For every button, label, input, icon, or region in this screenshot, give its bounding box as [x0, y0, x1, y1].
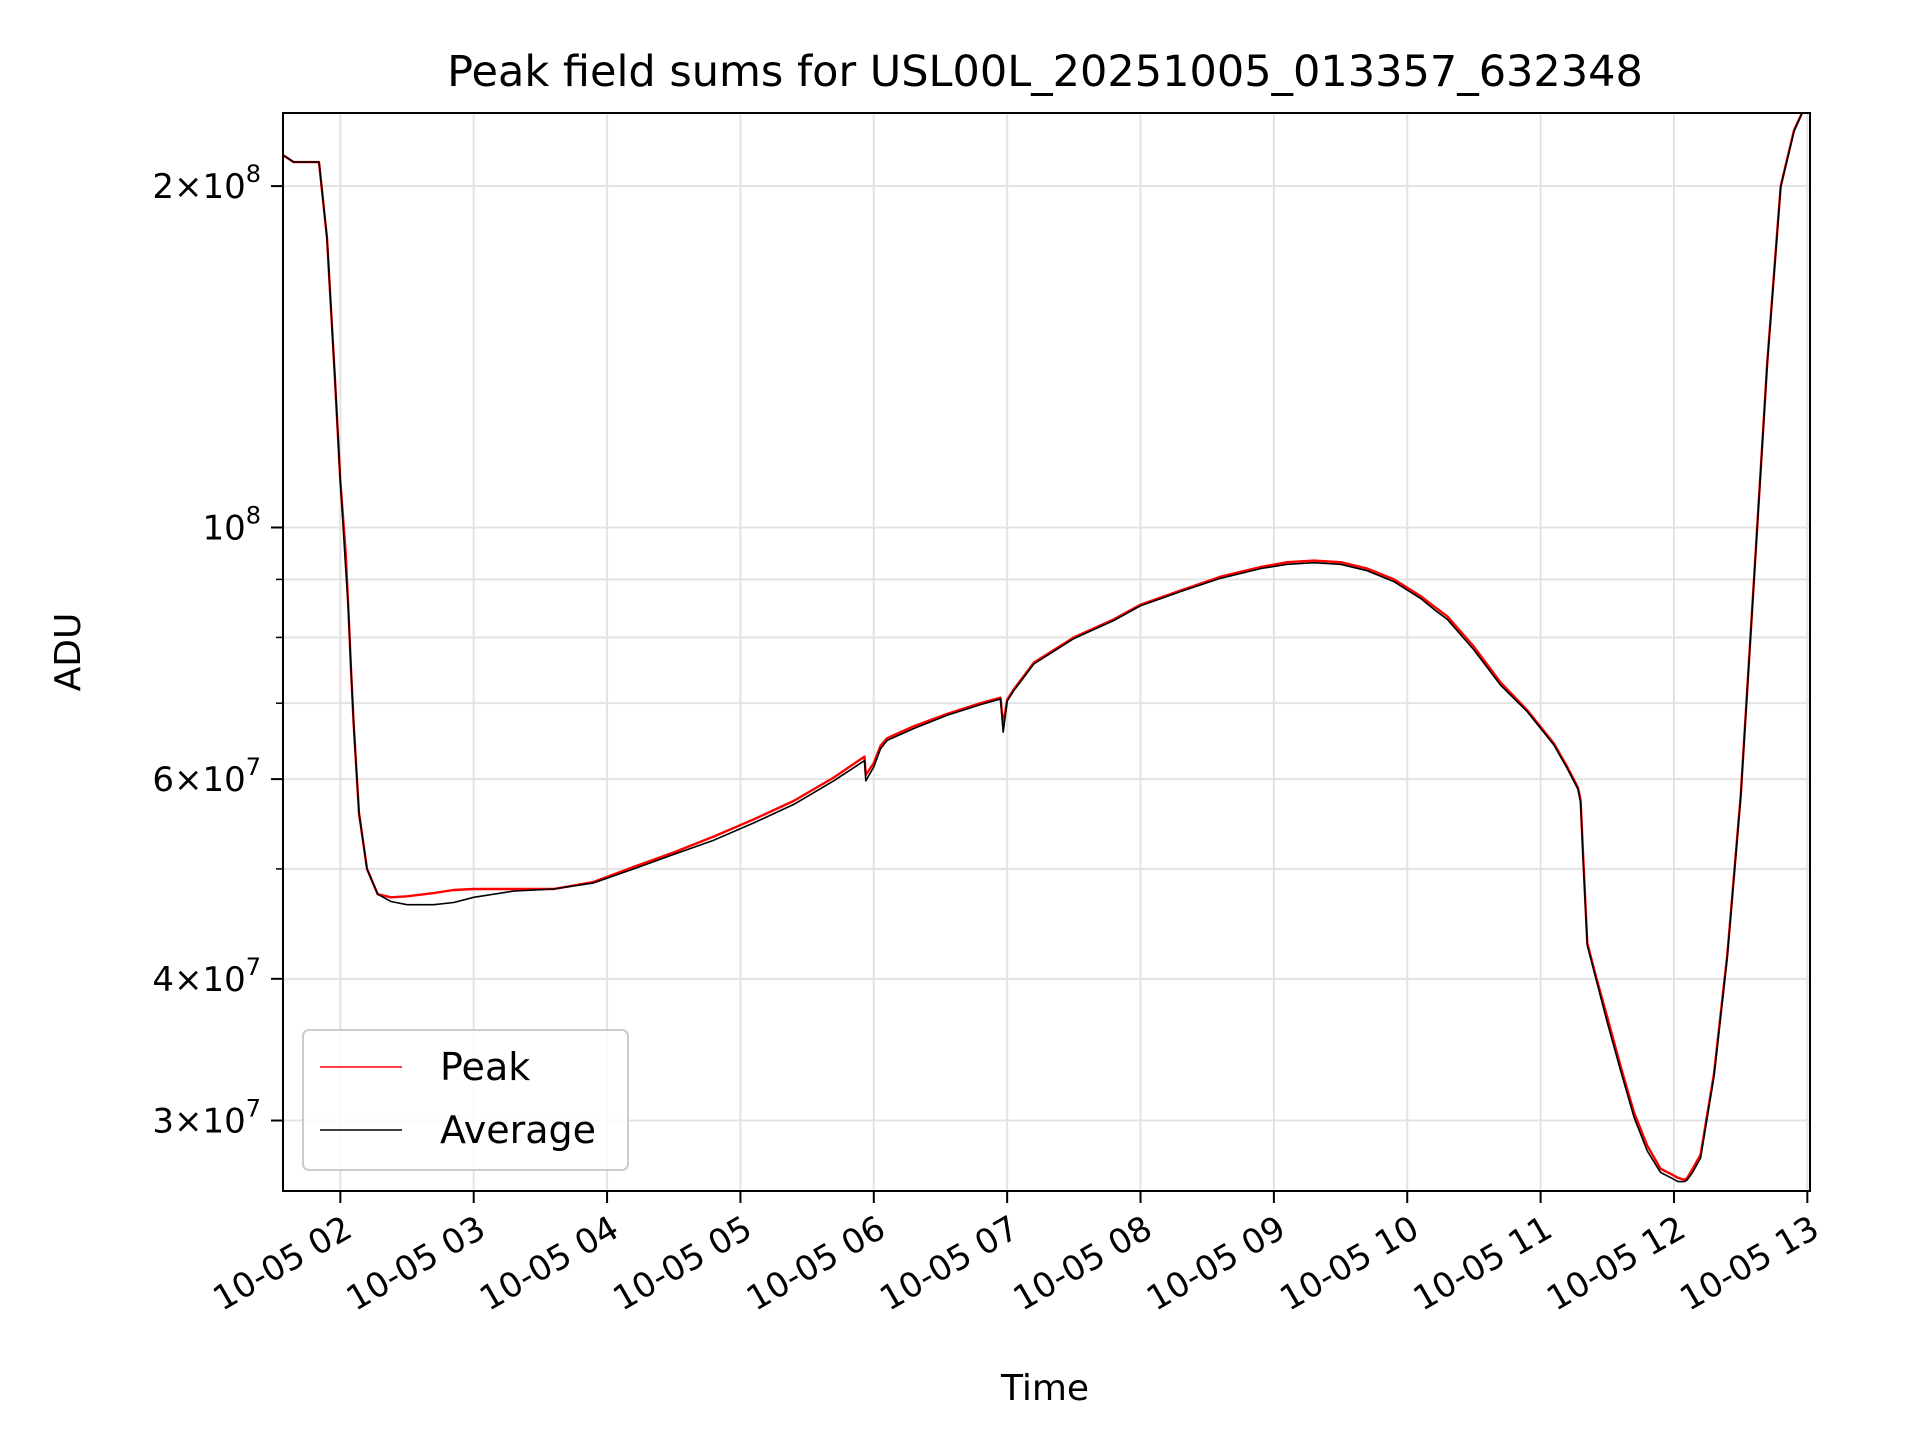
y-axis: 2×108 108 6×107 4×107 3×107	[152, 160, 283, 1142]
series-group	[283, 113, 1804, 1183]
y-tick-label: 6×107	[152, 753, 261, 800]
y-axis-label: ADU	[48, 613, 89, 692]
chart-title: Peak field sums for USL00L_20251005_0133…	[447, 47, 1643, 97]
legend-label-average: Average	[440, 1108, 596, 1152]
y-tick-label: 108	[202, 502, 261, 549]
plot-frame	[282, 112, 1811, 1192]
y-tick-label: 4×107	[152, 953, 261, 1000]
y-tick-label: 3×107	[152, 1095, 261, 1142]
x-axis-label: Time	[1000, 1368, 1089, 1409]
legend[interactable]: Peak Average	[302, 1029, 629, 1171]
grid	[283, 113, 1810, 1191]
legend-box	[302, 1029, 629, 1171]
series-line-peak	[283, 113, 1804, 1182]
series-line-average	[283, 113, 1804, 1183]
y-tick-label: 2×108	[152, 160, 261, 207]
legend-label-peak: Peak	[440, 1045, 530, 1089]
